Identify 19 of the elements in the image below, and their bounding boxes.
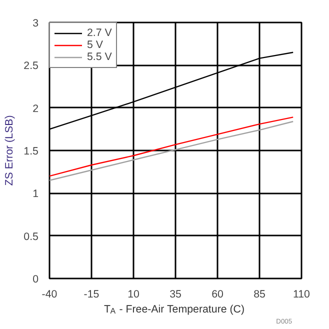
y-tick-label: 2.5	[24, 60, 39, 72]
legend-label: 5 V	[87, 39, 104, 51]
y-tick-label: 1	[32, 188, 39, 200]
y-tick-label: 0	[32, 274, 39, 286]
x-tick-label: 35	[170, 288, 182, 300]
x-tick-label: 85	[254, 288, 266, 300]
x-axis-title: TA - Free-Air Temperature (C)	[104, 304, 245, 316]
x-tick-label: 10	[128, 288, 140, 300]
x-tick-label: -40	[42, 288, 58, 300]
y-axis-title: ZS Error (LSB)	[4, 115, 16, 186]
y-tick-label: 0.5	[24, 230, 39, 243]
legend-label: 2.7 V	[87, 27, 112, 39]
y-tick-label: 3	[32, 18, 39, 30]
x-tick-label: 60	[212, 288, 224, 300]
x-tick-label: 110	[293, 288, 310, 300]
x-tick-label: -15	[84, 288, 100, 300]
y-tick-label: 2	[32, 102, 39, 115]
y-tick-label: 1.5	[24, 146, 39, 158]
legend-label: 5.5 V	[87, 51, 112, 63]
